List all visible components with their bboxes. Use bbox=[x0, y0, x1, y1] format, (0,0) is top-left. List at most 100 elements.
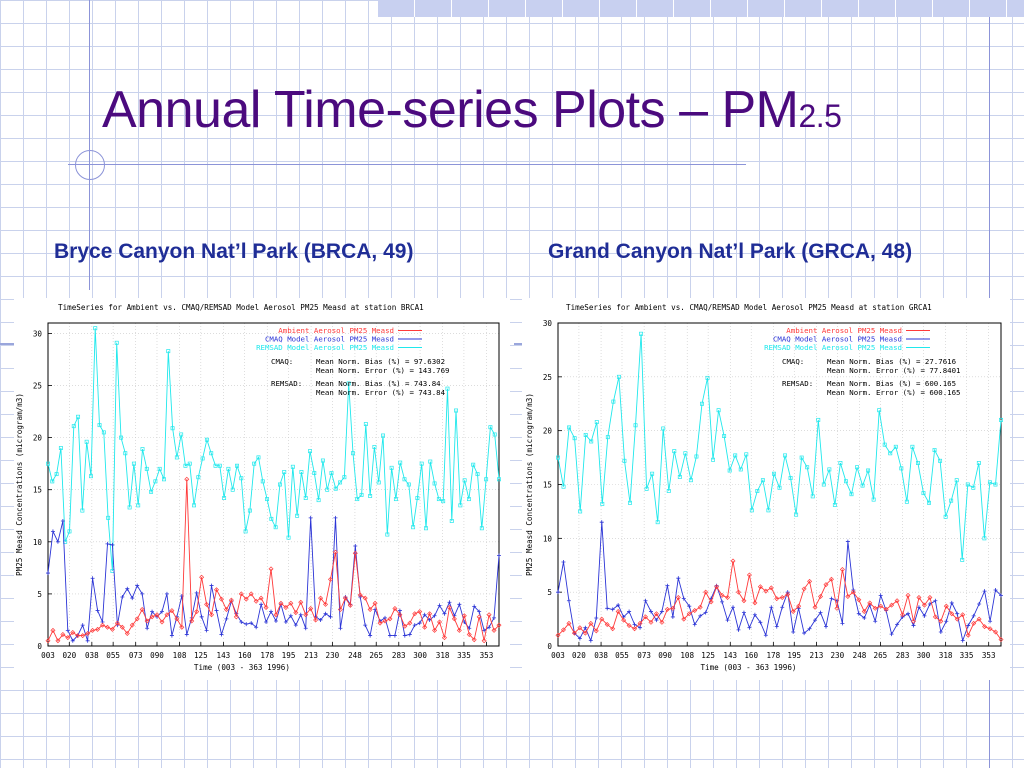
data-point bbox=[779, 595, 785, 601]
x-tick-label: 353 bbox=[982, 651, 996, 660]
data-point bbox=[166, 349, 171, 354]
data-point bbox=[882, 442, 887, 447]
data-point bbox=[381, 433, 385, 438]
data-point bbox=[484, 477, 489, 482]
data-point bbox=[872, 605, 878, 611]
data-point bbox=[120, 595, 125, 600]
stats-remsad-error: Mean Norm. Error (%) = 600.165 bbox=[827, 388, 961, 397]
x-tick-label: 143 bbox=[723, 651, 737, 660]
data-point bbox=[217, 463, 222, 468]
data-point bbox=[136, 503, 141, 508]
data-point bbox=[159, 609, 164, 614]
data-point bbox=[856, 611, 861, 616]
data-point bbox=[735, 589, 741, 595]
legend-label: REMSAD Model Aerosol PM25 Measd bbox=[764, 343, 902, 352]
data-point bbox=[741, 610, 746, 615]
data-point bbox=[100, 622, 106, 628]
x-tick-label: 108 bbox=[173, 651, 187, 660]
data-point bbox=[402, 623, 408, 629]
left-chart-caption: Bryce Canyon Nat’l Park (BRCA, 49) bbox=[54, 240, 414, 263]
data-point bbox=[436, 497, 441, 502]
data-point bbox=[763, 588, 769, 594]
data-point bbox=[871, 497, 876, 502]
data-point bbox=[127, 505, 132, 510]
x-tick-label: 353 bbox=[480, 651, 494, 660]
data-point bbox=[588, 638, 593, 643]
data-point bbox=[213, 463, 218, 468]
data-point bbox=[497, 553, 501, 558]
data-point bbox=[238, 591, 244, 597]
data-point bbox=[65, 635, 71, 641]
series-line bbox=[557, 333, 1002, 560]
data-point bbox=[949, 498, 954, 503]
data-point bbox=[432, 613, 437, 618]
data-point bbox=[259, 602, 264, 607]
data-point bbox=[479, 526, 484, 531]
data-point bbox=[130, 596, 135, 601]
data-point bbox=[135, 583, 140, 588]
data-point bbox=[458, 503, 463, 508]
data-point bbox=[670, 614, 675, 619]
y-tick-label: 25 bbox=[33, 382, 42, 391]
data-point bbox=[209, 583, 214, 588]
data-point bbox=[583, 433, 588, 437]
data-point bbox=[971, 613, 976, 618]
data-point bbox=[643, 614, 649, 620]
data-point bbox=[258, 595, 264, 601]
data-point bbox=[487, 625, 492, 630]
data-point bbox=[149, 614, 155, 620]
data-point bbox=[599, 520, 604, 525]
x-tick-label: 195 bbox=[282, 651, 296, 660]
data-point bbox=[827, 467, 832, 472]
data-point bbox=[583, 625, 588, 630]
y-tick-label: 10 bbox=[543, 534, 553, 543]
x-tick-label: 195 bbox=[787, 651, 801, 660]
top-accent-blocks bbox=[378, 0, 1024, 17]
data-point bbox=[492, 615, 497, 620]
data-point bbox=[915, 461, 920, 465]
data-point bbox=[910, 444, 915, 449]
data-point bbox=[932, 448, 937, 452]
data-point bbox=[129, 622, 135, 628]
data-point bbox=[355, 497, 360, 502]
y-tick-label: 5 bbox=[547, 588, 552, 597]
data-point bbox=[67, 529, 72, 534]
data-point bbox=[252, 461, 257, 466]
data-point bbox=[174, 616, 180, 622]
data-point bbox=[253, 598, 259, 604]
data-point bbox=[475, 472, 480, 477]
y-tick-label: 20 bbox=[543, 427, 553, 436]
data-point bbox=[427, 611, 433, 617]
data-point bbox=[921, 602, 927, 608]
data-point bbox=[839, 567, 845, 573]
data-point bbox=[741, 598, 747, 604]
data-point bbox=[582, 630, 588, 636]
data-point bbox=[288, 600, 294, 606]
x-tick-label: 160 bbox=[238, 651, 252, 660]
stats-cmaq-label: CMAQ: bbox=[271, 357, 293, 366]
data-point bbox=[342, 595, 348, 601]
data-point bbox=[571, 630, 577, 636]
data-point bbox=[93, 326, 98, 331]
series-line bbox=[557, 522, 1002, 643]
data-point bbox=[799, 455, 804, 460]
data-point bbox=[333, 486, 338, 491]
data-point bbox=[256, 455, 261, 460]
data-point bbox=[376, 480, 381, 485]
data-point bbox=[790, 609, 796, 615]
data-point bbox=[162, 477, 166, 482]
y-tick-label: 15 bbox=[33, 486, 42, 495]
data-point bbox=[228, 597, 234, 603]
data-point bbox=[441, 635, 447, 641]
data-point bbox=[377, 620, 383, 626]
data-point bbox=[993, 629, 999, 635]
x-tick-label: 090 bbox=[658, 651, 672, 660]
data-point bbox=[273, 525, 278, 530]
data-point bbox=[283, 620, 288, 625]
data-point bbox=[862, 616, 867, 621]
data-point bbox=[686, 611, 692, 617]
data-point bbox=[277, 482, 282, 487]
data-point bbox=[50, 479, 55, 484]
data-point bbox=[199, 574, 205, 580]
data-point bbox=[325, 487, 330, 492]
